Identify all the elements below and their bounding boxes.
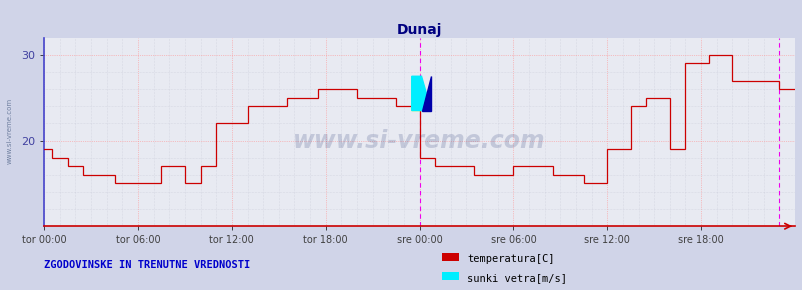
Text: www.si-vreme.com: www.si-vreme.com	[6, 97, 13, 164]
Text: www.si-vreme.com: www.si-vreme.com	[293, 129, 545, 153]
Text: sunki vetra[m/s]: sunki vetra[m/s]	[467, 273, 567, 283]
Polygon shape	[411, 76, 431, 110]
Text: ZGODOVINSKE IN TRENUTNE VREDNOSTI: ZGODOVINSKE IN TRENUTNE VREDNOSTI	[44, 260, 250, 270]
Title: Dunaj: Dunaj	[396, 23, 442, 37]
Text: temperatura[C]: temperatura[C]	[467, 254, 554, 264]
Polygon shape	[411, 76, 421, 110]
Polygon shape	[421, 76, 431, 110]
